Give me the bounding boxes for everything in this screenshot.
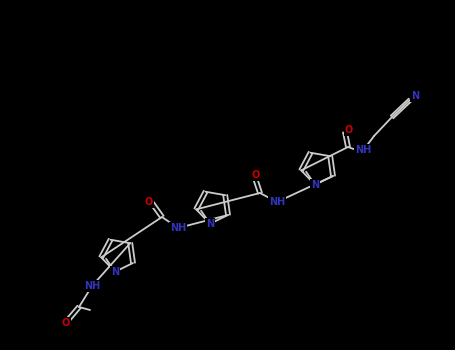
Text: N: N [206, 219, 214, 229]
Text: NH: NH [84, 281, 100, 291]
Text: N: N [111, 267, 119, 277]
Text: O: O [345, 125, 353, 135]
Text: O: O [62, 318, 70, 328]
Text: O: O [145, 197, 153, 207]
Text: N: N [311, 180, 319, 190]
Text: N: N [411, 91, 419, 101]
Text: NH: NH [355, 145, 371, 155]
Text: N: N [311, 180, 319, 190]
Text: NH: NH [269, 197, 285, 207]
Text: NH: NH [170, 223, 186, 233]
Text: O: O [252, 170, 260, 180]
Text: N: N [206, 219, 214, 229]
Text: N: N [111, 267, 119, 277]
